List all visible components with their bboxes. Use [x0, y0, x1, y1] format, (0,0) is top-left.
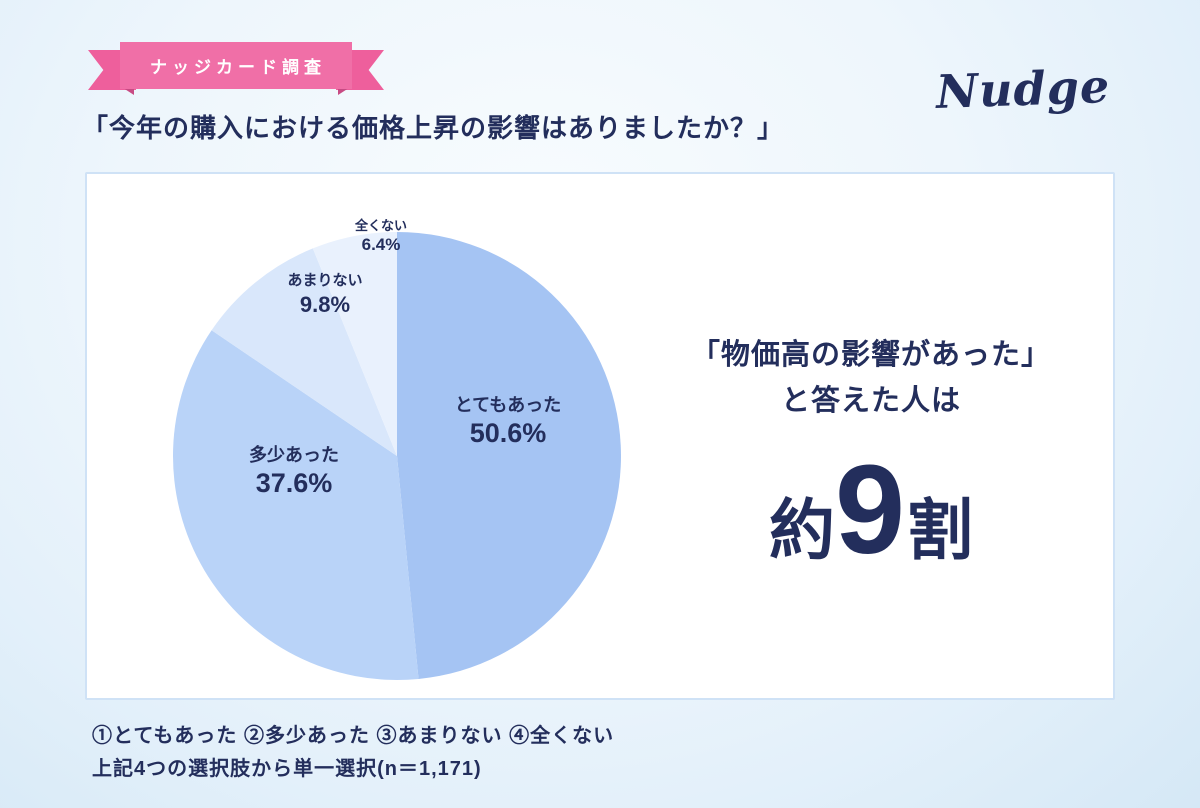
pie-label-amari-nai: あまりない 9.8%	[287, 272, 362, 318]
footnote-choices: ①とてもあった ②多少あった ③あまりない ④全くない	[92, 725, 615, 747]
slice-value: 6.4%	[361, 235, 401, 255]
footnote-method: 上記4つの選択肢から単一選択(n＝1,171)	[92, 758, 482, 780]
big-figure-number: 9	[834, 438, 908, 580]
slice-label: あまりない	[287, 272, 363, 289]
pie-label-tasho-atta: 多少あった 37.6%	[249, 444, 339, 500]
pie-chart-svg	[173, 232, 621, 680]
slice-value: 50.6%	[469, 417, 547, 448]
conclusion-big-figure: 約9割	[645, 446, 1097, 573]
pie-slice-2	[211, 248, 397, 456]
ribbon-fold-right-icon	[338, 86, 352, 95]
nudge-logo: Nudge	[935, 58, 1111, 120]
slice-label: 全くない	[354, 218, 408, 233]
pie-slice-3	[312, 232, 397, 456]
footnotes: ①とてもあった ②多少あった ③あまりない ④全くない 上記4つの選択肢から単一…	[92, 720, 614, 786]
conclusion-line-2: と答えた人は	[780, 385, 961, 418]
big-figure-prefix: 約	[768, 492, 835, 567]
ribbon-label: ナッジカード調査	[120, 42, 352, 89]
conclusion-line-1: 「物価高の影響があった」	[690, 339, 1051, 371]
pie-label-totemo-atta: とてもあった 50.6%	[455, 394, 562, 450]
big-figure-suffix: 割	[907, 492, 974, 567]
slice-label: とてもあった	[454, 395, 562, 415]
slice-label: 多少あった	[249, 445, 339, 465]
conclusion-block: 「物価高の影響があった」 と答えた人は 約9割	[645, 332, 1097, 573]
survey-ribbon-badge: ナッジカード調査	[88, 42, 384, 95]
pie-slice-0	[397, 232, 621, 679]
ribbon-fold-left-icon	[120, 86, 134, 95]
pie-chart	[171, 230, 623, 682]
slice-value: 37.6%	[255, 467, 333, 498]
chart-card: とてもあった 50.6% 多少あった 37.6% あまりない 9.8% 全くない…	[85, 172, 1115, 700]
slice-value: 9.8%	[299, 291, 351, 317]
pie-label-mattaku-nai: 全くない 6.4%	[355, 218, 407, 256]
pie-slice-1	[173, 330, 419, 680]
page-title: 「今年の購入における価格上昇の影響はありましたか？」	[82, 113, 785, 143]
